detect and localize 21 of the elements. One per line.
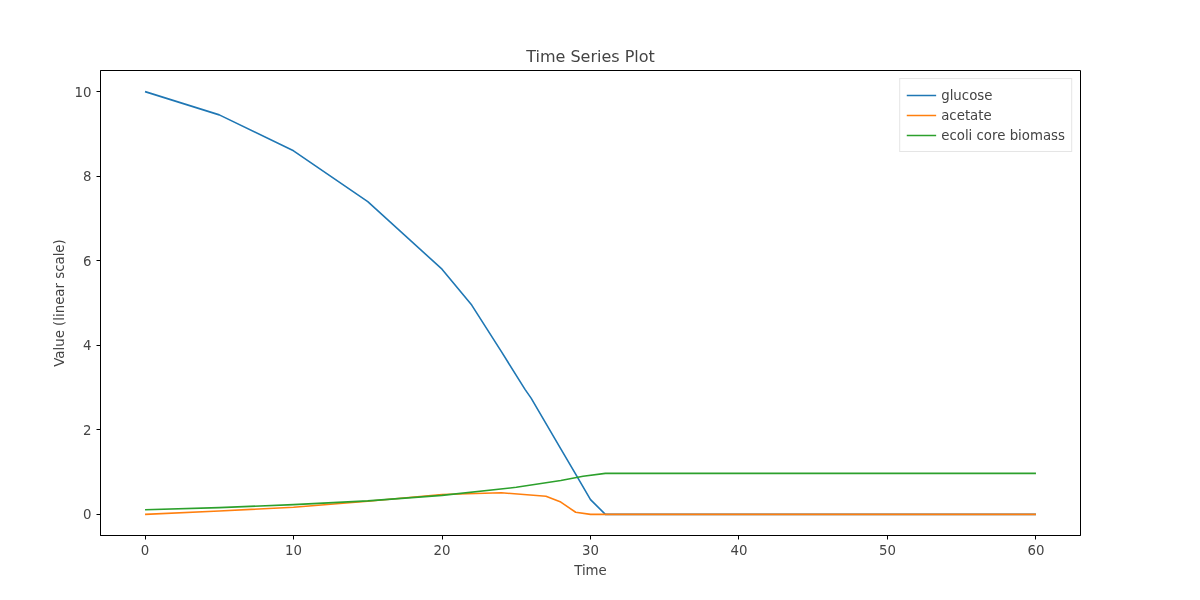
line-series bbox=[144, 472, 1037, 511]
y-tick-label: 10 bbox=[74, 84, 92, 100]
x-tick-label: 40 bbox=[730, 542, 748, 558]
y-tick-label: 8 bbox=[83, 169, 92, 185]
y-axis-title: Value (linear scale) bbox=[51, 239, 67, 367]
y-tick-label: 0 bbox=[83, 507, 92, 523]
legend-label: acetate bbox=[941, 107, 992, 123]
legend-label: ecoli core biomass bbox=[941, 127, 1065, 143]
y-tick-label: 4 bbox=[83, 338, 92, 354]
x-axis-title: Time bbox=[573, 562, 607, 578]
x-tick-label: 10 bbox=[285, 542, 303, 558]
x-tick-label: 50 bbox=[878, 542, 896, 558]
x-tick-label: 60 bbox=[1027, 542, 1045, 558]
x-tick-label: 20 bbox=[433, 542, 451, 558]
chart-title: Time Series Plot bbox=[525, 46, 655, 66]
x-tick-label: 30 bbox=[582, 542, 599, 558]
legend-label: glucose bbox=[941, 87, 993, 103]
y-tick-label: 2 bbox=[83, 422, 92, 438]
line-series bbox=[144, 492, 1037, 516]
x-tick-label: 0 bbox=[140, 542, 150, 558]
y-tick-label: 6 bbox=[83, 253, 92, 269]
